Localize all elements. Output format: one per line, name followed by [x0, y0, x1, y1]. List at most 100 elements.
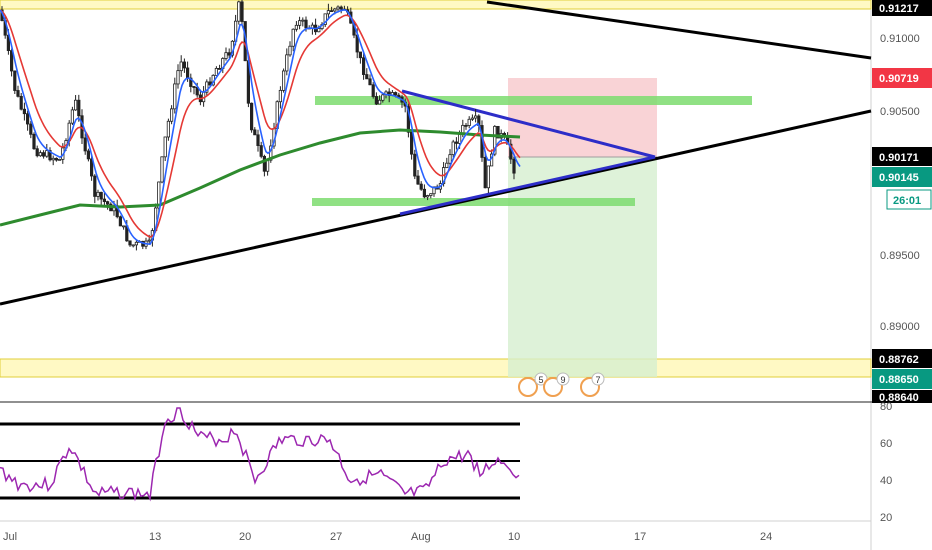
event-markers[interactable]: 5 9 7: [518, 372, 605, 397]
candle-body: [297, 20, 302, 26]
candle-body: [128, 240, 132, 246]
triangle-lower-line[interactable]: [399, 155, 656, 216]
rsi-axis[interactable]: 80 60 40 20: [880, 401, 892, 524]
candle-body: [454, 141, 459, 144]
candle-body: [419, 183, 423, 190]
rsi-tick: 20: [880, 512, 892, 524]
candle-body: [393, 92, 398, 96]
candle-body: [176, 70, 180, 85]
time-tick: Aug: [411, 531, 431, 543]
candles-group: [0, 0, 516, 251]
candle-body: [483, 157, 487, 189]
candle-body: [371, 84, 375, 97]
candle-body: [365, 74, 369, 80]
candle-body: [470, 117, 475, 120]
candle-body: [217, 68, 222, 70]
time-tick: 24: [760, 531, 772, 543]
rsi-tick: 60: [880, 438, 892, 450]
candle-body: [122, 225, 126, 228]
candle-body: [397, 94, 401, 98]
candle-body: [304, 19, 308, 29]
candle-body: [265, 159, 270, 172]
candle-body: [493, 125, 497, 155]
candle-body: [70, 109, 74, 124]
lower-level-band: [312, 198, 635, 206]
candle-body: [86, 150, 90, 160]
rsi-line: [0, 407, 520, 502]
candle-body: [416, 175, 420, 185]
price-badge: [872, 167, 932, 187]
candle-body: [486, 165, 491, 189]
candle-body: [106, 201, 110, 205]
event-count-text: 7: [595, 375, 600, 385]
price-axis[interactable]: 0.91000 0.90500 0.89500 0.89000: [880, 33, 920, 333]
candle-body: [269, 145, 273, 161]
candle-body: [237, 1, 241, 22]
candle-body: [253, 129, 257, 136]
candle-body: [512, 158, 516, 174]
candle-body: [102, 198, 106, 203]
countdown-text: 26:01: [893, 195, 921, 207]
long-resistance-trendline[interactable]: [486, 0, 872, 60]
candle-body: [192, 86, 196, 88]
candle-body: [227, 52, 231, 56]
time-tick: 27: [330, 531, 342, 543]
price-badge-text: 0.90145: [879, 172, 919, 184]
candle-body: [54, 157, 59, 161]
upper-level-band: [315, 96, 752, 105]
candle-body: [182, 61, 186, 69]
candle-body: [448, 154, 452, 164]
candle-body: [48, 150, 52, 161]
candle-body: [432, 186, 436, 195]
event-marker-flag-icon[interactable]: [543, 377, 563, 397]
price-badge: [872, 0, 932, 16]
candle-body: [147, 239, 151, 242]
triangle-upper-line[interactable]: [401, 89, 656, 159]
price-badge-text: 0.90171: [879, 152, 919, 164]
candle-body: [256, 134, 260, 147]
candle-body: [118, 216, 122, 227]
time-tick: Jul: [3, 531, 17, 543]
candle-body: [368, 78, 372, 86]
rsi-tick: 40: [880, 475, 892, 487]
candle-body: [29, 123, 33, 135]
candle-body: [35, 148, 39, 157]
candle-body: [339, 6, 343, 10]
price-badge: [872, 68, 932, 88]
candle-body: [74, 99, 78, 111]
candle-body: [240, 1, 244, 22]
support-band: [0, 358, 872, 378]
candle-body: [323, 13, 327, 25]
candle-body: [336, 6, 340, 10]
candle-body: [262, 155, 267, 172]
candle-body: [288, 45, 292, 56]
rsi-tick: 80: [880, 401, 892, 413]
candle-body: [329, 10, 334, 13]
candle-body: [19, 95, 23, 110]
candle-body: [169, 108, 174, 122]
event-count-text: 5: [538, 375, 543, 385]
candle-body: [16, 90, 20, 97]
time-tick: 13: [149, 531, 161, 543]
price-badge: [872, 349, 932, 368]
price-badge-text: 0.88650: [879, 374, 919, 386]
event-marker-flag-icon[interactable]: [518, 377, 538, 397]
candle-body: [281, 70, 286, 91]
time-tick: 17: [634, 531, 646, 543]
event-count-text: 9: [560, 375, 565, 385]
candle-body: [473, 115, 478, 119]
price-tick: 0.89500: [880, 250, 920, 262]
stop-loss-zone: [508, 78, 657, 157]
time-axis[interactable]: Jul 13 20 27 Aug 10 17 24: [3, 531, 772, 543]
price-badge-text: 0.91217: [879, 3, 919, 15]
event-count-badge: [556, 372, 570, 386]
candle-body: [422, 188, 427, 198]
candle-body: [77, 99, 81, 117]
candle-body: [90, 158, 94, 177]
candle-body: [496, 125, 500, 139]
candle-body: [294, 24, 299, 30]
candle-body: [38, 152, 43, 157]
ma-slow-line: [0, 128, 521, 227]
